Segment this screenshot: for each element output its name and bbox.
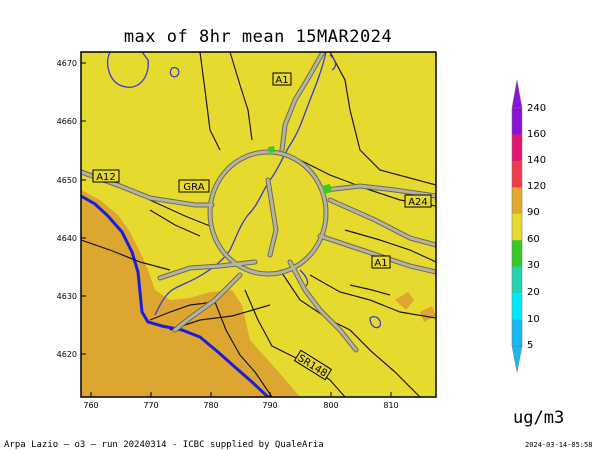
colorbar-segment	[512, 160, 522, 188]
footer-timestamp: 2024-03-14-05:58	[525, 441, 593, 449]
road-label-gra: GRA	[178, 179, 210, 193]
green-spot	[268, 146, 275, 153]
road-label-a12: A12	[92, 169, 120, 183]
svg-text:A1: A1	[374, 258, 387, 269]
svg-text:GRA: GRA	[183, 182, 204, 193]
colorbar-segment	[512, 293, 522, 320]
colorbar-label: 60	[527, 234, 540, 245]
x-tick-label: 800	[323, 401, 338, 410]
x-axis: 760 770 780 790 800 810	[83, 392, 399, 410]
colorbar-label: 30	[527, 260, 540, 271]
colorbar-label: 120	[527, 181, 546, 192]
svg-text:A12: A12	[96, 172, 116, 183]
colorbar-bottom-arrow	[511, 345, 523, 373]
map-frame	[80, 51, 437, 398]
colorbar-label: 20	[527, 287, 540, 298]
colorbar: 240 160 140 120 90 60 30 20 10 5	[511, 79, 546, 373]
colorbar-segment	[512, 187, 522, 215]
colorbar-label: 140	[527, 155, 546, 166]
colorbar-segment	[512, 213, 522, 241]
green-spot	[322, 184, 332, 194]
east-ozone-patch	[420, 306, 436, 322]
road-label-a1-north: A1	[272, 72, 292, 86]
svg-text:A1: A1	[275, 75, 288, 86]
map-title: max of 8hr mean 15MAR2024	[123, 27, 393, 47]
x-tick-label: 760	[83, 401, 98, 410]
y-axis: 4670 4660 4650 4640 4630 4620	[57, 59, 86, 359]
colorbar-label: 160	[527, 129, 546, 140]
x-tick-label: 780	[203, 401, 218, 410]
rivers	[107, 52, 382, 329]
x-tick-label: 810	[383, 401, 398, 410]
colorbar-label: 10	[527, 314, 540, 325]
road-label-a1-east: A1	[371, 255, 391, 269]
coastal-ozone-zone	[81, 190, 300, 397]
colorbar-segment	[512, 319, 522, 347]
colorbar-label: 5	[527, 340, 533, 351]
y-tick-label: 4660	[57, 117, 77, 126]
footer-credit: Arpa Lazio — o3 — run 20240314 - ICBC su…	[4, 440, 324, 450]
colorbar-top-arrow	[511, 79, 523, 109]
colorbar-segment	[512, 108, 522, 135]
y-tick-label: 4620	[57, 350, 77, 359]
colorbar-segment	[512, 266, 522, 294]
east-ozone-patch	[395, 292, 414, 310]
unit-label: ug/m3	[513, 408, 565, 428]
coastline	[81, 194, 270, 397]
colorbar-label: 90	[527, 207, 540, 218]
colorbar-segment	[512, 134, 522, 162]
x-tick-label: 770	[143, 401, 158, 410]
colorbar-segment	[512, 240, 522, 267]
x-tick-label: 790	[262, 401, 277, 410]
y-tick-label: 4650	[57, 176, 77, 185]
y-tick-label: 4640	[57, 234, 77, 243]
y-tick-label: 4630	[57, 292, 77, 301]
y-tick-label: 4670	[57, 59, 77, 68]
road-label-a24: A24	[404, 194, 432, 208]
map-area: A1 A12 GRA A24 A1 SR148	[81, 52, 436, 397]
colorbar-label: 240	[527, 103, 546, 114]
svg-text:A24: A24	[408, 197, 428, 208]
